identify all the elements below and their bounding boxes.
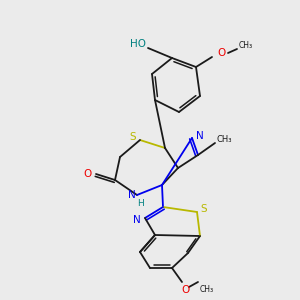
Text: N: N xyxy=(128,190,136,200)
Text: S: S xyxy=(130,132,136,142)
Text: O: O xyxy=(218,48,226,58)
Text: CH₃: CH₃ xyxy=(200,284,214,293)
Text: N: N xyxy=(196,131,204,141)
Text: O: O xyxy=(84,169,92,179)
Text: HO: HO xyxy=(130,39,146,49)
Text: CH₃: CH₃ xyxy=(239,41,253,50)
Text: N: N xyxy=(133,215,141,225)
Text: CH₃: CH₃ xyxy=(216,136,232,145)
Text: O: O xyxy=(181,285,189,295)
Text: S: S xyxy=(201,204,207,214)
Text: H: H xyxy=(136,200,143,208)
